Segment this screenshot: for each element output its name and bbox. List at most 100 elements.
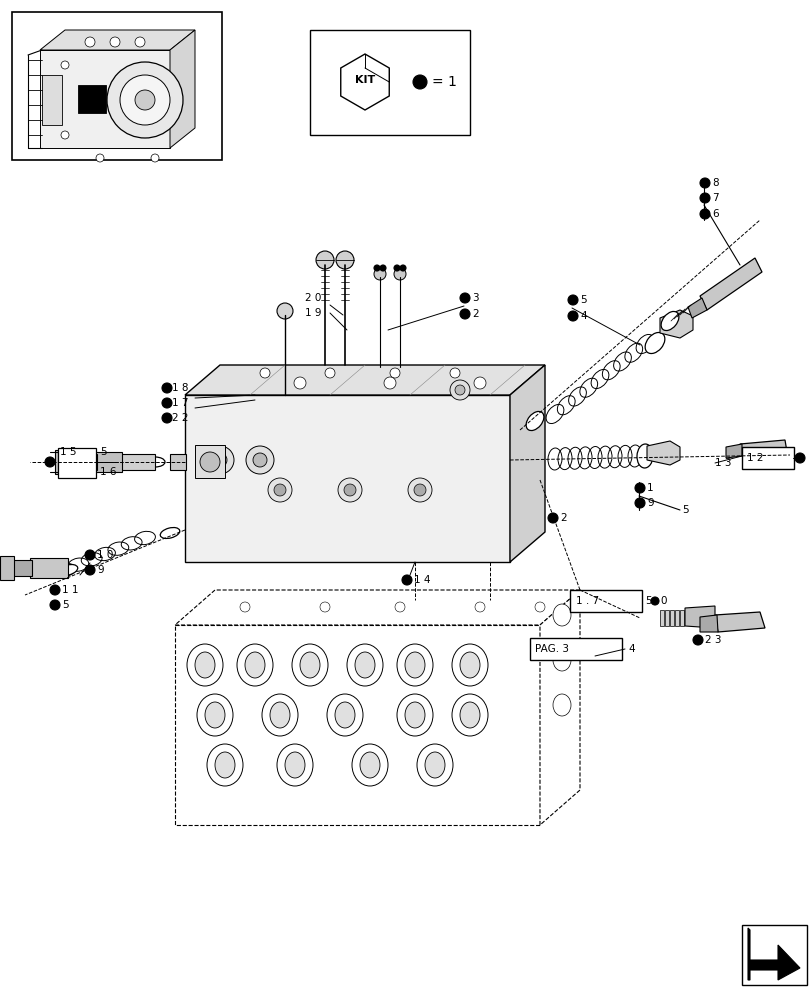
Bar bbox=[741, 925, 806, 985]
Circle shape bbox=[253, 453, 267, 467]
Circle shape bbox=[109, 37, 120, 47]
Circle shape bbox=[413, 75, 427, 89]
Circle shape bbox=[394, 602, 405, 612]
Text: 8: 8 bbox=[711, 178, 718, 188]
Text: 1 1: 1 1 bbox=[62, 585, 79, 595]
Bar bbox=[530, 638, 621, 660]
Polygon shape bbox=[169, 30, 195, 148]
Circle shape bbox=[246, 446, 273, 474]
Polygon shape bbox=[725, 444, 741, 458]
Circle shape bbox=[151, 154, 159, 162]
Ellipse shape bbox=[359, 752, 380, 778]
Circle shape bbox=[401, 575, 411, 585]
Circle shape bbox=[393, 265, 400, 271]
Ellipse shape bbox=[552, 604, 570, 626]
Circle shape bbox=[650, 597, 659, 605]
Circle shape bbox=[380, 265, 385, 271]
Polygon shape bbox=[40, 30, 195, 50]
Polygon shape bbox=[341, 54, 388, 110]
Circle shape bbox=[61, 61, 69, 69]
Bar bbox=[741, 447, 793, 469]
Ellipse shape bbox=[160, 528, 179, 538]
Ellipse shape bbox=[262, 694, 298, 736]
Ellipse shape bbox=[145, 457, 165, 467]
Ellipse shape bbox=[452, 644, 487, 686]
Circle shape bbox=[374, 268, 385, 280]
Circle shape bbox=[50, 585, 60, 595]
Text: 1 0: 1 0 bbox=[97, 550, 114, 560]
Polygon shape bbox=[646, 441, 679, 465]
Circle shape bbox=[315, 251, 333, 269]
Polygon shape bbox=[169, 454, 186, 470]
Text: KIT: KIT bbox=[354, 75, 375, 85]
Circle shape bbox=[277, 303, 293, 319]
Circle shape bbox=[794, 453, 804, 463]
Polygon shape bbox=[0, 556, 14, 580]
Circle shape bbox=[460, 293, 470, 303]
Circle shape bbox=[389, 368, 400, 378]
Ellipse shape bbox=[207, 744, 242, 786]
Circle shape bbox=[699, 178, 709, 188]
Ellipse shape bbox=[187, 644, 223, 686]
Circle shape bbox=[200, 452, 220, 472]
Polygon shape bbox=[659, 610, 663, 626]
Ellipse shape bbox=[405, 702, 424, 728]
Circle shape bbox=[45, 457, 55, 467]
Ellipse shape bbox=[460, 702, 479, 728]
Circle shape bbox=[96, 154, 104, 162]
Text: 5: 5 bbox=[579, 295, 586, 305]
Circle shape bbox=[699, 193, 709, 203]
Circle shape bbox=[534, 602, 544, 612]
Circle shape bbox=[384, 377, 396, 389]
Ellipse shape bbox=[397, 694, 432, 736]
Polygon shape bbox=[714, 612, 764, 632]
Ellipse shape bbox=[58, 565, 78, 575]
Ellipse shape bbox=[292, 644, 328, 686]
Circle shape bbox=[268, 478, 292, 502]
Polygon shape bbox=[401, 600, 427, 620]
Polygon shape bbox=[185, 395, 509, 562]
Polygon shape bbox=[664, 610, 668, 626]
Circle shape bbox=[407, 478, 431, 502]
Polygon shape bbox=[30, 558, 68, 578]
Circle shape bbox=[568, 311, 577, 321]
Ellipse shape bbox=[660, 311, 678, 331]
Circle shape bbox=[634, 483, 644, 493]
Polygon shape bbox=[659, 310, 692, 338]
Polygon shape bbox=[699, 615, 717, 632]
Circle shape bbox=[414, 484, 426, 496]
Polygon shape bbox=[195, 445, 225, 478]
Circle shape bbox=[324, 368, 335, 378]
Circle shape bbox=[162, 398, 172, 408]
Circle shape bbox=[337, 478, 362, 502]
Text: 0: 0 bbox=[659, 596, 666, 606]
Circle shape bbox=[449, 380, 470, 400]
Polygon shape bbox=[72, 454, 97, 470]
Polygon shape bbox=[175, 590, 579, 625]
Circle shape bbox=[107, 62, 182, 138]
Text: 1 3: 1 3 bbox=[714, 458, 731, 468]
Polygon shape bbox=[539, 590, 579, 825]
Circle shape bbox=[547, 513, 557, 523]
Text: 3: 3 bbox=[471, 293, 478, 303]
Ellipse shape bbox=[424, 752, 444, 778]
Circle shape bbox=[135, 37, 145, 47]
Circle shape bbox=[162, 413, 172, 423]
Bar bbox=[42, 75, 62, 125]
Circle shape bbox=[449, 368, 460, 378]
Circle shape bbox=[699, 209, 709, 219]
Text: 4: 4 bbox=[627, 644, 634, 654]
Text: 2: 2 bbox=[471, 309, 478, 319]
Polygon shape bbox=[482, 600, 500, 618]
Ellipse shape bbox=[327, 694, 363, 736]
Circle shape bbox=[61, 131, 69, 139]
Bar bbox=[569, 590, 642, 612]
Circle shape bbox=[206, 446, 234, 474]
Text: 5: 5 bbox=[681, 505, 688, 515]
Circle shape bbox=[344, 484, 355, 496]
Polygon shape bbox=[509, 365, 544, 562]
Ellipse shape bbox=[285, 752, 305, 778]
Circle shape bbox=[460, 309, 470, 319]
Ellipse shape bbox=[645, 332, 664, 354]
Ellipse shape bbox=[277, 744, 312, 786]
